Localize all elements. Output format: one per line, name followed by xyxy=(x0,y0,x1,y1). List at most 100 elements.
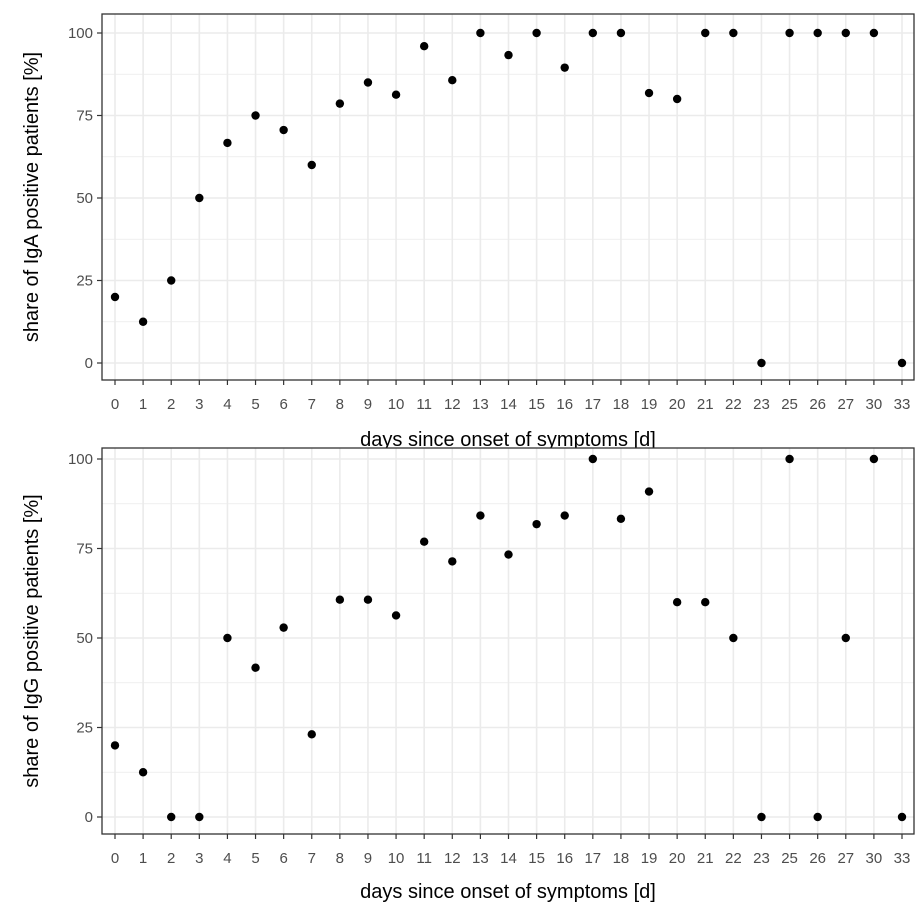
x-tick-label: 6 xyxy=(279,396,287,413)
data-point xyxy=(813,812,822,822)
data-point xyxy=(476,28,485,38)
data-point xyxy=(167,812,176,822)
data-point xyxy=(138,317,148,326)
x-tick-label: 15 xyxy=(528,850,545,867)
data-point xyxy=(251,111,260,120)
x-tick-label: 18 xyxy=(613,850,630,867)
x-tick-label: 11 xyxy=(416,850,432,867)
data-point xyxy=(279,623,288,632)
data-point xyxy=(419,537,429,546)
x-tick-label: 7 xyxy=(308,850,316,867)
x-tick-label: 5 xyxy=(251,850,259,867)
x-tick-label: 6 xyxy=(279,850,287,867)
data-point xyxy=(616,514,626,523)
x-tick-label: 17 xyxy=(584,850,601,867)
data-point xyxy=(729,28,738,38)
x-tick-label: 4 xyxy=(223,396,231,413)
y-tick-label: 25 xyxy=(76,273,93,290)
data-point xyxy=(363,78,373,87)
x-tick-label: 4 xyxy=(223,850,231,867)
data-point xyxy=(307,160,316,170)
data-point xyxy=(588,454,598,464)
x-tick-label: 3 xyxy=(195,396,203,413)
data-point xyxy=(560,63,569,72)
data-point xyxy=(195,193,204,203)
y-axis-ticks: 0 25 50 75 100 xyxy=(68,25,102,372)
y-tick-label: 0 xyxy=(85,355,93,372)
x-axis-title: days since onset of symptoms [d] xyxy=(360,429,656,451)
x-tick-label: 25 xyxy=(781,850,798,867)
y-tick-label: 75 xyxy=(76,108,93,125)
x-axis-title: days since onset of symptoms [d] xyxy=(360,881,656,903)
data-point xyxy=(813,28,822,38)
data-point xyxy=(448,75,457,85)
data-point xyxy=(195,812,204,822)
y-tick-label: 75 xyxy=(76,541,93,558)
data-point xyxy=(869,454,879,464)
data-point xyxy=(223,138,232,148)
x-tick-label: 9 xyxy=(364,396,372,413)
x-tick-label: 14 xyxy=(500,850,517,867)
y-tick-label: 50 xyxy=(76,630,93,647)
x-tick-label: 26 xyxy=(809,396,826,413)
data-point xyxy=(419,42,429,51)
x-tick-label: 8 xyxy=(336,396,344,413)
x-tick-label: 12 xyxy=(444,850,461,867)
data-point xyxy=(672,598,682,607)
x-tick-label: 23 xyxy=(753,850,770,867)
major-gridlines xyxy=(102,448,914,834)
data-point xyxy=(335,99,345,108)
x-axis-ticks: 0 1 2 3 4 5 6 7 8 9 10 11 12 13 14 15 16 17 18 19 20 21 22 23 25… xyxy=(111,834,910,867)
x-tick-label: 13 xyxy=(472,850,489,867)
x-tick-label: 33 xyxy=(894,396,911,413)
x-tick-label: 3 xyxy=(195,850,203,867)
x-tick-label: 2 xyxy=(167,850,175,867)
y-tick-label: 25 xyxy=(76,720,93,737)
x-tick-label: 10 xyxy=(388,850,405,867)
x-tick-label: 22 xyxy=(725,396,742,413)
y-tick-label: 100 xyxy=(68,451,93,468)
data-point xyxy=(335,595,345,604)
x-tick-label: 20 xyxy=(669,850,686,867)
x-tick-label: 30 xyxy=(866,396,883,413)
data-point xyxy=(307,730,316,739)
x-tick-label: 18 xyxy=(613,396,630,413)
data-point xyxy=(672,94,682,104)
x-tick-label: 8 xyxy=(336,850,344,867)
data-point xyxy=(223,633,232,643)
data-point xyxy=(363,595,373,604)
data-point xyxy=(897,812,907,822)
x-tick-label: 19 xyxy=(641,850,658,867)
data-point xyxy=(138,768,148,777)
data-point xyxy=(532,28,541,38)
x-tick-label: 25 xyxy=(781,396,798,413)
data-points xyxy=(110,28,907,368)
data-point xyxy=(448,557,457,566)
x-tick-label: 26 xyxy=(809,850,826,867)
x-tick-label: 1 xyxy=(139,396,147,413)
data-point xyxy=(897,358,907,368)
data-point xyxy=(701,28,710,38)
x-tick-label: 9 xyxy=(364,850,372,867)
data-point xyxy=(757,358,766,368)
x-tick-label: 16 xyxy=(556,396,573,413)
data-points xyxy=(110,454,907,822)
x-tick-label: 30 xyxy=(866,850,883,867)
x-tick-label: 17 xyxy=(584,396,601,413)
data-point xyxy=(588,28,598,38)
data-point xyxy=(785,28,794,38)
data-point xyxy=(110,292,120,302)
x-tick-label: 13 xyxy=(472,396,489,413)
x-tick-label: 2 xyxy=(167,396,175,413)
x-tick-label: 27 xyxy=(837,396,854,413)
data-point xyxy=(869,28,879,38)
data-point xyxy=(251,663,260,672)
data-point xyxy=(391,90,401,99)
data-point xyxy=(701,598,710,607)
x-tick-label: 22 xyxy=(725,850,742,867)
x-tick-label: 16 xyxy=(556,850,573,867)
data-point xyxy=(841,28,850,38)
